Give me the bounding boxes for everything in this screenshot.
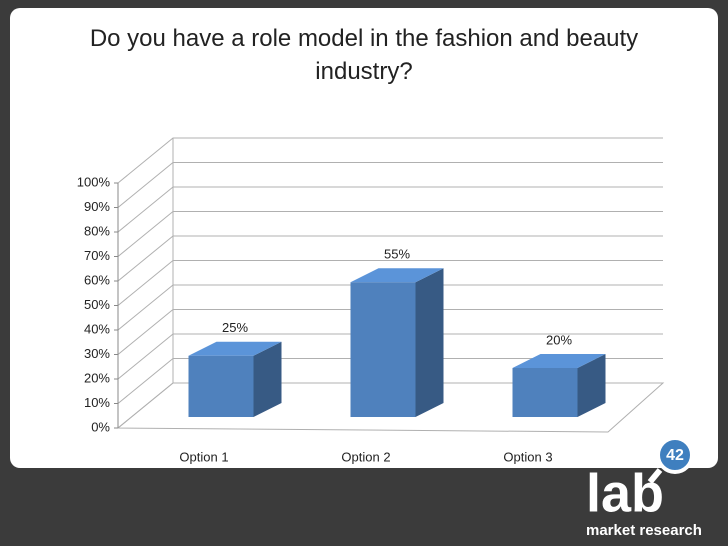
y-tick-label: 70% bbox=[84, 248, 110, 263]
bar-front bbox=[188, 355, 254, 417]
y-tick-label: 10% bbox=[84, 395, 110, 410]
value-label: 20% bbox=[546, 332, 572, 347]
grid-line bbox=[117, 235, 663, 282]
y-tick-label: 40% bbox=[84, 321, 110, 336]
grid-line bbox=[117, 137, 663, 184]
logo-handle bbox=[647, 468, 663, 484]
logo-lens bbox=[656, 436, 694, 474]
y-tick-label: 80% bbox=[84, 223, 110, 238]
grid-line bbox=[117, 382, 663, 429]
grid-line bbox=[117, 309, 663, 355]
chart-title: Do you have a role model in the fashion … bbox=[89, 25, 639, 85]
bar-side bbox=[415, 268, 444, 417]
bar bbox=[350, 268, 444, 417]
bar-front bbox=[350, 282, 416, 417]
grid-line bbox=[117, 333, 663, 380]
bar-side bbox=[577, 354, 606, 417]
grid-line bbox=[117, 162, 663, 208]
x-tick-label: Option 3 bbox=[503, 449, 552, 464]
bar-front bbox=[512, 368, 578, 417]
grid-line bbox=[117, 186, 663, 233]
logo: lab 42 market research bbox=[586, 436, 702, 539]
value-label: 55% bbox=[384, 247, 410, 262]
grid-line bbox=[117, 284, 663, 331]
bar-top bbox=[512, 354, 606, 368]
y-tick-label: 30% bbox=[84, 346, 110, 361]
y-tick-label: 0% bbox=[91, 419, 110, 434]
bar-side bbox=[253, 341, 282, 417]
logo-tagline: market research bbox=[586, 522, 702, 539]
bar bbox=[188, 341, 282, 417]
y-tick-label: 60% bbox=[84, 272, 110, 287]
bar bbox=[512, 354, 606, 417]
bar-top bbox=[188, 341, 282, 356]
logo-text: lab bbox=[586, 463, 664, 523]
logo-badge: 42 bbox=[666, 447, 684, 464]
y-tick-label: 50% bbox=[84, 297, 110, 312]
y-tick-label: 90% bbox=[84, 199, 110, 214]
grid-line bbox=[117, 211, 663, 257]
value-label: 25% bbox=[222, 320, 248, 335]
y-tick-label: 20% bbox=[84, 370, 110, 385]
grid-line bbox=[117, 358, 663, 404]
x-tick-label: Option 1 bbox=[179, 449, 228, 464]
x-tick-label: Option 2 bbox=[341, 449, 390, 464]
grid-line bbox=[117, 260, 663, 306]
y-tick-label: 100% bbox=[77, 174, 111, 189]
bar-top bbox=[350, 268, 444, 283]
